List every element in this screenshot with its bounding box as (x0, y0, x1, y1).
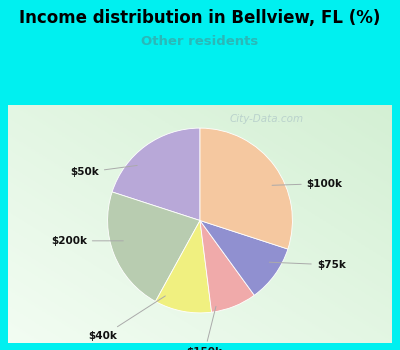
Text: $100k: $100k (272, 178, 343, 189)
Text: City-Data.com: City-Data.com (230, 114, 304, 124)
Wedge shape (108, 192, 200, 301)
Wedge shape (200, 220, 288, 295)
Text: Income distribution in Bellview, FL (%): Income distribution in Bellview, FL (%) (19, 9, 381, 27)
Text: $200k: $200k (51, 236, 123, 246)
Text: $150k: $150k (187, 306, 223, 350)
Wedge shape (156, 220, 212, 313)
Text: $40k: $40k (88, 296, 165, 341)
Text: Other residents: Other residents (141, 35, 259, 48)
Wedge shape (200, 220, 254, 312)
Wedge shape (200, 128, 292, 249)
Text: $50k: $50k (70, 166, 137, 177)
Text: $75k: $75k (269, 260, 346, 270)
Wedge shape (112, 128, 200, 220)
